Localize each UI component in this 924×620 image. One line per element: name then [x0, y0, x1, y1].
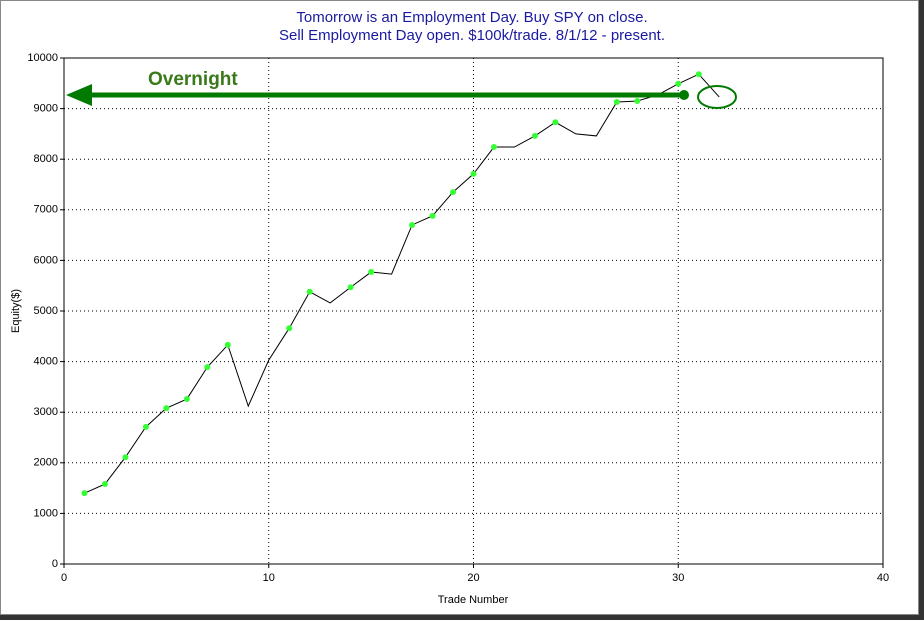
- annotation-dot: [679, 90, 689, 100]
- y-tick-label: 7000: [34, 204, 58, 216]
- y-tick-label: 6000: [34, 254, 58, 266]
- point: [552, 119, 559, 126]
- x-tick-label: 20: [467, 572, 479, 584]
- point: [470, 170, 477, 177]
- point: [101, 481, 108, 488]
- point: [695, 71, 702, 78]
- point: [531, 132, 538, 139]
- y-tick-label: 8000: [34, 153, 58, 165]
- y-tick-label: 10000: [27, 52, 58, 64]
- point: [409, 221, 416, 228]
- point: [81, 490, 88, 497]
- point: [634, 98, 641, 105]
- point: [306, 288, 313, 295]
- y-axis-label: Equity($): [10, 289, 22, 333]
- point: [675, 80, 682, 87]
- frame-shadow: [0, 615, 924, 620]
- point: [429, 212, 436, 219]
- y-tick-label: 0: [52, 558, 58, 570]
- point: [163, 405, 170, 412]
- y-tick-label: 5000: [34, 305, 58, 317]
- point: [613, 99, 620, 106]
- x-tick-label: 40: [877, 572, 889, 584]
- y-tick-label: 9000: [34, 103, 58, 115]
- point: [204, 364, 211, 371]
- point: [368, 269, 375, 276]
- y-tick-label: 2000: [34, 457, 58, 469]
- y-tick-label: 1000: [34, 507, 58, 519]
- x-tick-label: 10: [263, 572, 275, 584]
- point: [224, 341, 231, 348]
- point: [450, 189, 457, 196]
- y-tick-label: 3000: [34, 406, 58, 418]
- point: [490, 144, 497, 151]
- point: [347, 284, 354, 291]
- y-tick-label: 4000: [34, 356, 58, 368]
- annotation-arrowhead: [66, 84, 92, 106]
- point: [286, 325, 293, 332]
- x-axis-label: Trade Number: [438, 594, 509, 606]
- annotation-circle: [697, 85, 737, 109]
- chart-title: Tomorrow is an Employment Day. Buy SPY o…: [296, 9, 647, 26]
- annotation-text: Overnight: [148, 69, 238, 90]
- x-tick-label: 30: [672, 572, 684, 584]
- chart-title: Sell Employment Day open. $100k/trade. 8…: [279, 27, 665, 44]
- point: [183, 396, 190, 403]
- point: [142, 423, 149, 430]
- point: [122, 454, 129, 461]
- x-tick-label: 0: [61, 572, 67, 584]
- frame-shadow: [919, 0, 924, 620]
- series-line: [84, 73, 720, 494]
